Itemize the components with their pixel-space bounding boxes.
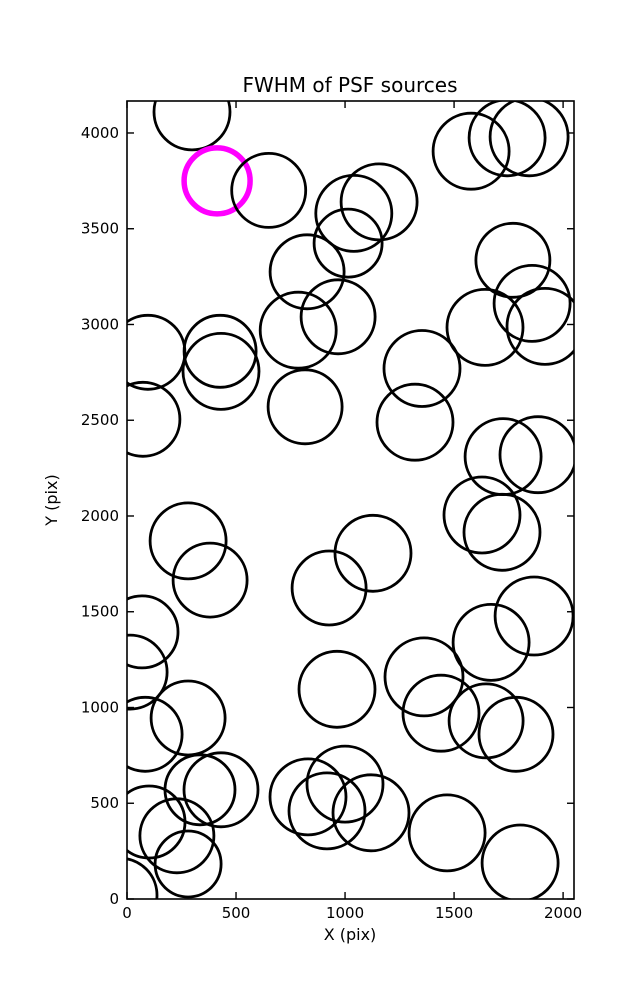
x-tick-label: 0 <box>122 904 132 922</box>
psf-source-circle <box>462 492 542 572</box>
y-tick-label: 0 <box>109 890 119 908</box>
psf-source-circle <box>182 313 258 389</box>
psf-source-circle <box>493 575 574 657</box>
psf-source-circle <box>488 101 570 178</box>
psf-source-circle <box>383 636 465 718</box>
psf-source-circle <box>505 287 574 366</box>
y-tick-label: 500 <box>90 794 119 812</box>
psf-source-circle <box>181 331 261 411</box>
axis-tick-labels-layer: 0 500 1000 1500 2000 0 500 1000 1500 2000 2500 3000… <box>81 124 582 922</box>
psf-source-circle <box>268 233 346 311</box>
psf-source-circle <box>431 111 511 191</box>
y-tick-label: 2500 <box>81 411 119 429</box>
psf-source-circle <box>331 773 411 853</box>
psf-source-circle <box>333 513 413 593</box>
psf-source-circle <box>339 162 419 242</box>
psf-source-circle <box>480 823 560 899</box>
psf-source-circle <box>258 290 338 370</box>
psf-source-circle <box>266 368 344 446</box>
plot-area-frame <box>126 100 575 900</box>
psf-source-circle <box>498 415 574 495</box>
psf-source-circle <box>149 679 227 757</box>
psf-source-circle <box>401 673 481 753</box>
psf-source-circle <box>127 313 187 391</box>
psf-source-circle <box>290 549 368 627</box>
psf-source-circle <box>152 101 232 152</box>
psf-source-circle <box>127 633 169 711</box>
psf-source-circle <box>467 101 547 178</box>
psf-source-circle <box>127 784 187 860</box>
psf-source-circle <box>382 329 462 408</box>
y-tick-label: 2000 <box>81 507 119 525</box>
psf-source-circle <box>451 603 531 682</box>
psf-source-circle <box>375 382 455 462</box>
x-tick-label: 2000 <box>544 904 582 922</box>
psf-source-circle <box>287 771 367 851</box>
psf-source-circle <box>127 695 184 773</box>
psf-source-circle <box>127 380 182 458</box>
psf-source-circle <box>312 207 384 279</box>
y-tick-label: 3000 <box>81 315 119 333</box>
psf-source-circle <box>127 594 180 670</box>
psf-source-circle <box>297 649 377 729</box>
psf-source-circle <box>445 287 525 367</box>
psf-source-circle <box>127 857 159 899</box>
psf-source-circle <box>442 475 522 555</box>
psf-source-circle <box>171 541 249 619</box>
x-tick-label: 1500 <box>435 904 473 922</box>
x-axis-label: X (pix) <box>324 925 377 944</box>
psf-source-circle <box>230 151 308 229</box>
psf-source-circle <box>474 221 552 299</box>
psf-source-circle <box>153 829 223 899</box>
psf-source-circle <box>407 793 487 873</box>
y-tick-label: 1000 <box>81 698 119 716</box>
y-axis-label: Y (pix) <box>42 474 61 526</box>
chart-title: FWHM of PSF sources <box>242 73 457 97</box>
psf-source-circle <box>182 751 260 829</box>
highlighted-psf-source-circle <box>181 145 253 217</box>
psf-source-circle <box>492 263 572 343</box>
psf-circles-layer <box>127 101 574 899</box>
y-tick-label: 1500 <box>81 603 119 621</box>
y-tick-label: 3500 <box>81 220 119 238</box>
psf-source-circle <box>447 682 525 760</box>
psf-source-circle <box>305 744 385 824</box>
psf-source-circle <box>299 278 377 356</box>
axis-ticks-layer <box>126 101 574 900</box>
psf-source-circle <box>477 695 555 773</box>
x-tick-label: 500 <box>222 904 251 922</box>
psf-source-circle <box>163 753 237 827</box>
x-tick-label: 1000 <box>326 904 364 922</box>
psf-source-circle <box>148 501 228 581</box>
psf-source-circle <box>138 797 216 875</box>
y-tick-label: 4000 <box>81 124 119 142</box>
psf-source-circle <box>268 757 348 837</box>
